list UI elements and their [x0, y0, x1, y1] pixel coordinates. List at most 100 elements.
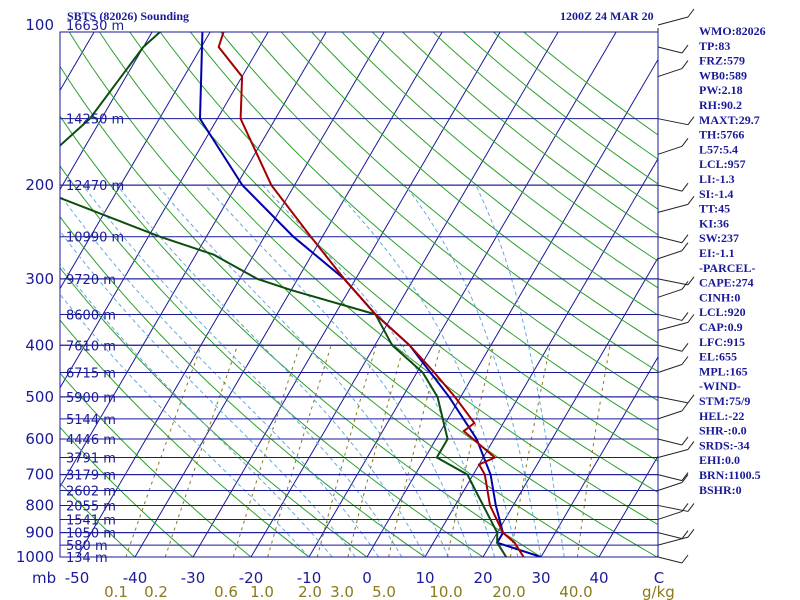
wind-barb [657, 448, 689, 458]
temperature-tick-label: -30 [181, 569, 206, 587]
index-entry: CAP:0.9 [699, 320, 743, 334]
wind-barb-flag [681, 436, 689, 446]
index-entry: EL:655 [699, 350, 737, 364]
wind-barb [657, 184, 683, 192]
isotherm-line [424, 157, 658, 557]
wind-barb-flag [681, 242, 689, 252]
index-entry: BRN:1100.5 [699, 468, 761, 482]
index-entry: SI:-1.4 [699, 187, 733, 201]
index-entry: SW:237 [699, 231, 739, 245]
index-entry: LFC:915 [699, 335, 745, 349]
wind-barb [657, 288, 683, 298]
pressure-label: 300 [25, 270, 54, 288]
wind-barb-flag [681, 342, 689, 352]
wind-barb [657, 410, 683, 420]
index-entry: TP:83 [699, 39, 730, 53]
temperature-tick-label: 10 [415, 569, 434, 587]
wind-barb-flag [681, 472, 689, 481]
wind-barb [657, 236, 683, 244]
wind-barb-flag [681, 530, 689, 539]
wind-barb [657, 46, 683, 54]
height-label: 6715 m [66, 367, 116, 382]
index-entry: CAPE:274 [699, 276, 754, 290]
dry-adiabat [220, 32, 658, 402]
wind-barb-flag [681, 60, 689, 69]
wind-barb [657, 321, 689, 331]
height-label: 3179 m [66, 469, 116, 484]
index-entry: SRDS:-34 [699, 438, 750, 452]
isotherm-line [540, 356, 658, 557]
mixing-ratio-label: 5.0 [372, 583, 396, 600]
height-label: 8600 m [66, 308, 116, 323]
temperature-tick-label: 30 [531, 569, 550, 587]
wind-barb-flag [687, 196, 695, 205]
height-label: 16630 m [66, 19, 124, 34]
index-entry: KI:36 [699, 216, 729, 230]
dry-adiabat [60, 215, 426, 557]
wind-barb [657, 482, 683, 492]
mixing-ratio-label: 1.0 [250, 583, 274, 600]
dry-adiabat [189, 32, 658, 432]
wind-barb-flag [681, 503, 689, 512]
temperature-profile [217, 32, 525, 557]
moist-adiabat [60, 230, 356, 557]
wind-barb [657, 474, 683, 482]
wind-barb-flag [681, 554, 689, 564]
wind-barb [657, 68, 683, 78]
dry-adiabat [159, 32, 658, 462]
mixing-ratio-label: 0.2 [144, 583, 168, 600]
dry-adiabat [280, 32, 658, 344]
wind-barb [657, 145, 683, 155]
pressure-label: 500 [25, 388, 54, 406]
wind-barb-flag [687, 528, 695, 538]
dry-adiabat [310, 32, 658, 316]
dry-adiabat [250, 32, 658, 373]
dry-adiabat [341, 32, 658, 289]
index-entry: -PARCEL- [699, 261, 755, 275]
height-label: 4446 m [66, 433, 116, 448]
wind-barb [657, 438, 683, 446]
height-label: 9720 m [66, 273, 116, 288]
dewpoint-profile [60, 32, 508, 557]
index-entry: RH:90.2 [699, 98, 742, 112]
index-entry: WMO:82026 [699, 24, 766, 38]
height-label: 7610 m [66, 339, 116, 354]
isotherm-line [250, 32, 559, 557]
temperature-tick-label: 20 [473, 569, 492, 587]
wind-barb [657, 510, 683, 520]
wind-barb-flag [687, 394, 695, 404]
isotherm-line [308, 32, 617, 557]
moist-adiabat [60, 193, 380, 557]
index-entry: SHR-:0.0 [699, 424, 747, 438]
dry-adiabat [60, 482, 136, 557]
pressure-label: 1000 [16, 548, 54, 566]
temperature-tick-label: -20 [239, 569, 264, 587]
wind-barb [657, 313, 683, 321]
pressure-label: 900 [25, 524, 54, 542]
dry-adiabat [98, 32, 658, 526]
wind-barb-flag [687, 441, 695, 450]
isotherm-line [366, 58, 658, 557]
wind-barb [657, 536, 689, 546]
index-entry: PW:2.18 [699, 83, 743, 97]
wind-barb-flag [687, 276, 695, 286]
sounding-time: 1200Z 24 MAR 20 [560, 9, 654, 23]
height-label: 12470 m [66, 179, 124, 194]
index-entry: WB0:589 [699, 68, 747, 82]
dry-adiabat [60, 65, 600, 557]
indices-panel: WMO:82026TP:83FRZ:579WB0:589PW:2.18RH:90… [699, 24, 766, 497]
isotherm-line [482, 256, 658, 557]
index-entry: MAXT:29.7 [699, 113, 760, 127]
wind-barb [657, 396, 689, 404]
mixing-ratio-label: 3.0 [330, 583, 354, 600]
wind-barb-flag [681, 312, 689, 321]
temperature-tick-label: -10 [297, 569, 322, 587]
pressure-label: 400 [25, 336, 54, 354]
index-entry: LCL:920 [699, 305, 746, 319]
index-entry: LI:-1.3 [699, 172, 735, 186]
pressure-label: 700 [25, 466, 54, 484]
pressure-label: 600 [25, 430, 54, 448]
index-entry: -WIND- [699, 379, 741, 393]
temperature-tick-label: -40 [123, 569, 148, 587]
